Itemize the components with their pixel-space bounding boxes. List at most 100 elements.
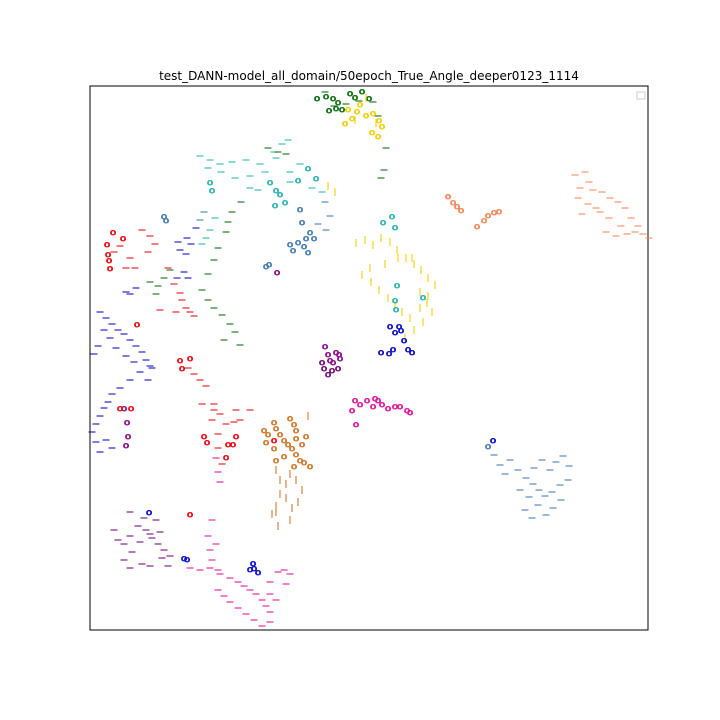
point-source-chocolate-16: o <box>299 440 306 451</box>
point-source-chocolate-4: o <box>277 430 284 441</box>
point-source-coral-0: o <box>445 192 452 203</box>
point-source-steelblue-5: o <box>307 228 314 239</box>
point-source-teal-13: o <box>394 281 401 292</box>
point-source-darkgreen-9: o <box>333 104 340 115</box>
point-source-steelblue-10: o <box>287 240 294 251</box>
point-source-blue-14: o <box>250 559 257 570</box>
point-source-steelblue-7: o <box>305 248 312 259</box>
point-source-chocolate-17: o <box>303 432 310 443</box>
point-source-magenta-9: o <box>392 402 399 413</box>
point-source-purple-11: o <box>123 441 130 452</box>
point-source-red-5: o <box>120 234 127 245</box>
point-source-gold-1: o <box>349 114 356 125</box>
point-source-darkgreen-1: o <box>323 92 330 103</box>
point-source-purple-2: o <box>325 350 332 361</box>
legend-box <box>636 91 646 100</box>
point-source-blue-3: o <box>392 328 399 339</box>
point-source-magenta-1: o <box>352 396 359 407</box>
point-source-teal-11: o <box>380 218 387 229</box>
point-source-blue-5: o <box>396 322 403 333</box>
point-source-red-6: o <box>134 320 141 331</box>
point-source-gold-8: o <box>369 128 376 139</box>
point-source-purple-4: o <box>330 358 337 369</box>
point-source-purple-5: o <box>333 348 340 359</box>
point-source-magenta-5: o <box>375 396 382 407</box>
point-source-red-3: o <box>106 256 113 267</box>
point-source-purple-9: o <box>124 418 131 429</box>
point-source-red-9: o <box>187 354 194 365</box>
point-source-magenta-6: o <box>370 402 377 413</box>
point-source-red-17: o <box>223 453 230 464</box>
point-source-red-0: o <box>110 228 117 239</box>
point-source-coral-2: o <box>454 202 461 213</box>
point-source-teal-9: o <box>209 186 216 197</box>
point-source-red-19: o <box>187 510 194 521</box>
point-source-blue-7: o <box>401 336 408 347</box>
point-source-blue-16: o <box>255 568 262 579</box>
point-source-steelblue-11: o <box>290 246 297 257</box>
point-source-coral-8: o <box>474 222 481 233</box>
point-source-gold-9: o <box>375 132 382 143</box>
point-source-steelblue-4: o <box>303 234 310 245</box>
point-source-purple-1: o <box>322 342 329 353</box>
point-source-chocolate-14: o <box>293 426 300 437</box>
point-source-teal-14: o <box>392 296 399 307</box>
point-source-blue-6: o <box>398 326 405 337</box>
point-source-darkgreen-2: o <box>330 94 337 105</box>
point-source-chocolate-18: o <box>271 444 278 455</box>
point-source-blue-8: o <box>405 345 412 356</box>
point-source-red-7: o <box>177 356 184 367</box>
point-source-magenta-8: o <box>385 404 392 415</box>
point-source-steelblue-0: o <box>161 212 168 223</box>
point-source-steelblue-14: o <box>485 442 492 453</box>
point-source-coral-4: o <box>485 211 492 222</box>
point-source-magenta-11: o <box>404 406 411 417</box>
point-source-magenta-7: o <box>379 400 386 411</box>
point-source-blue-2: o <box>390 345 397 356</box>
point-source-magenta-4: o <box>372 394 379 405</box>
axes-frame <box>89 85 649 631</box>
point-source-magenta-13: o <box>353 420 360 431</box>
point-source-purple-6: o <box>336 350 343 361</box>
point-source-magenta-2: o <box>357 400 364 411</box>
point-source-darkpurple-1: o <box>325 370 332 381</box>
point-source-red-4: o <box>107 264 114 275</box>
point-source-teal-2: o <box>295 176 302 187</box>
point-source-red-1: o <box>104 240 111 251</box>
point-source-gold-0: o <box>342 119 349 130</box>
point-source-red-10: o <box>117 404 124 415</box>
point-source-chocolate-10: o <box>301 458 308 469</box>
point-source-chocolate-19: o <box>263 438 270 449</box>
point-source-chocolate-8: o <box>293 450 300 461</box>
point-source-blue-0: o <box>378 348 385 359</box>
point-source-steelblue-8: o <box>311 234 318 245</box>
point-source-chocolate-7: o <box>289 444 296 455</box>
point-source-blue-17: o <box>247 565 254 576</box>
point-source-steelblue-2: o <box>297 205 304 216</box>
point-source-red-12: o <box>204 438 211 449</box>
point-source-teal-4: o <box>267 178 274 189</box>
point-source-chocolate-20: o <box>273 456 280 467</box>
point-source-magenta-0: o <box>349 406 356 417</box>
point-source-steelblue-9: o <box>295 238 302 249</box>
point-source-darkgreen-7: o <box>366 94 373 105</box>
point-source-purple-3: o <box>327 356 334 367</box>
point-source-darkgreen-5: o <box>352 93 359 104</box>
point-source-chocolate-3: o <box>273 424 280 435</box>
point-source-teal-10: o <box>389 212 396 223</box>
point-source-blue-10: o <box>490 436 497 447</box>
point-source-gold-4: o <box>357 100 364 111</box>
point-source-chocolate-0: o <box>261 426 268 437</box>
point-source-teal-3: o <box>273 186 280 197</box>
point-source-coral-7: o <box>481 216 488 227</box>
point-source-darkgreen-3: o <box>335 98 342 109</box>
point-source-darkpurple-4: o <box>319 358 326 369</box>
point-source-gold-10: o <box>379 122 386 133</box>
point-source-teal-12: o <box>392 223 399 234</box>
point-source-magenta-10: o <box>397 402 404 413</box>
point-source-blue-4: o <box>387 322 394 333</box>
point-source-coral-5: o <box>491 208 498 219</box>
point-source-red-16: o <box>230 440 237 451</box>
